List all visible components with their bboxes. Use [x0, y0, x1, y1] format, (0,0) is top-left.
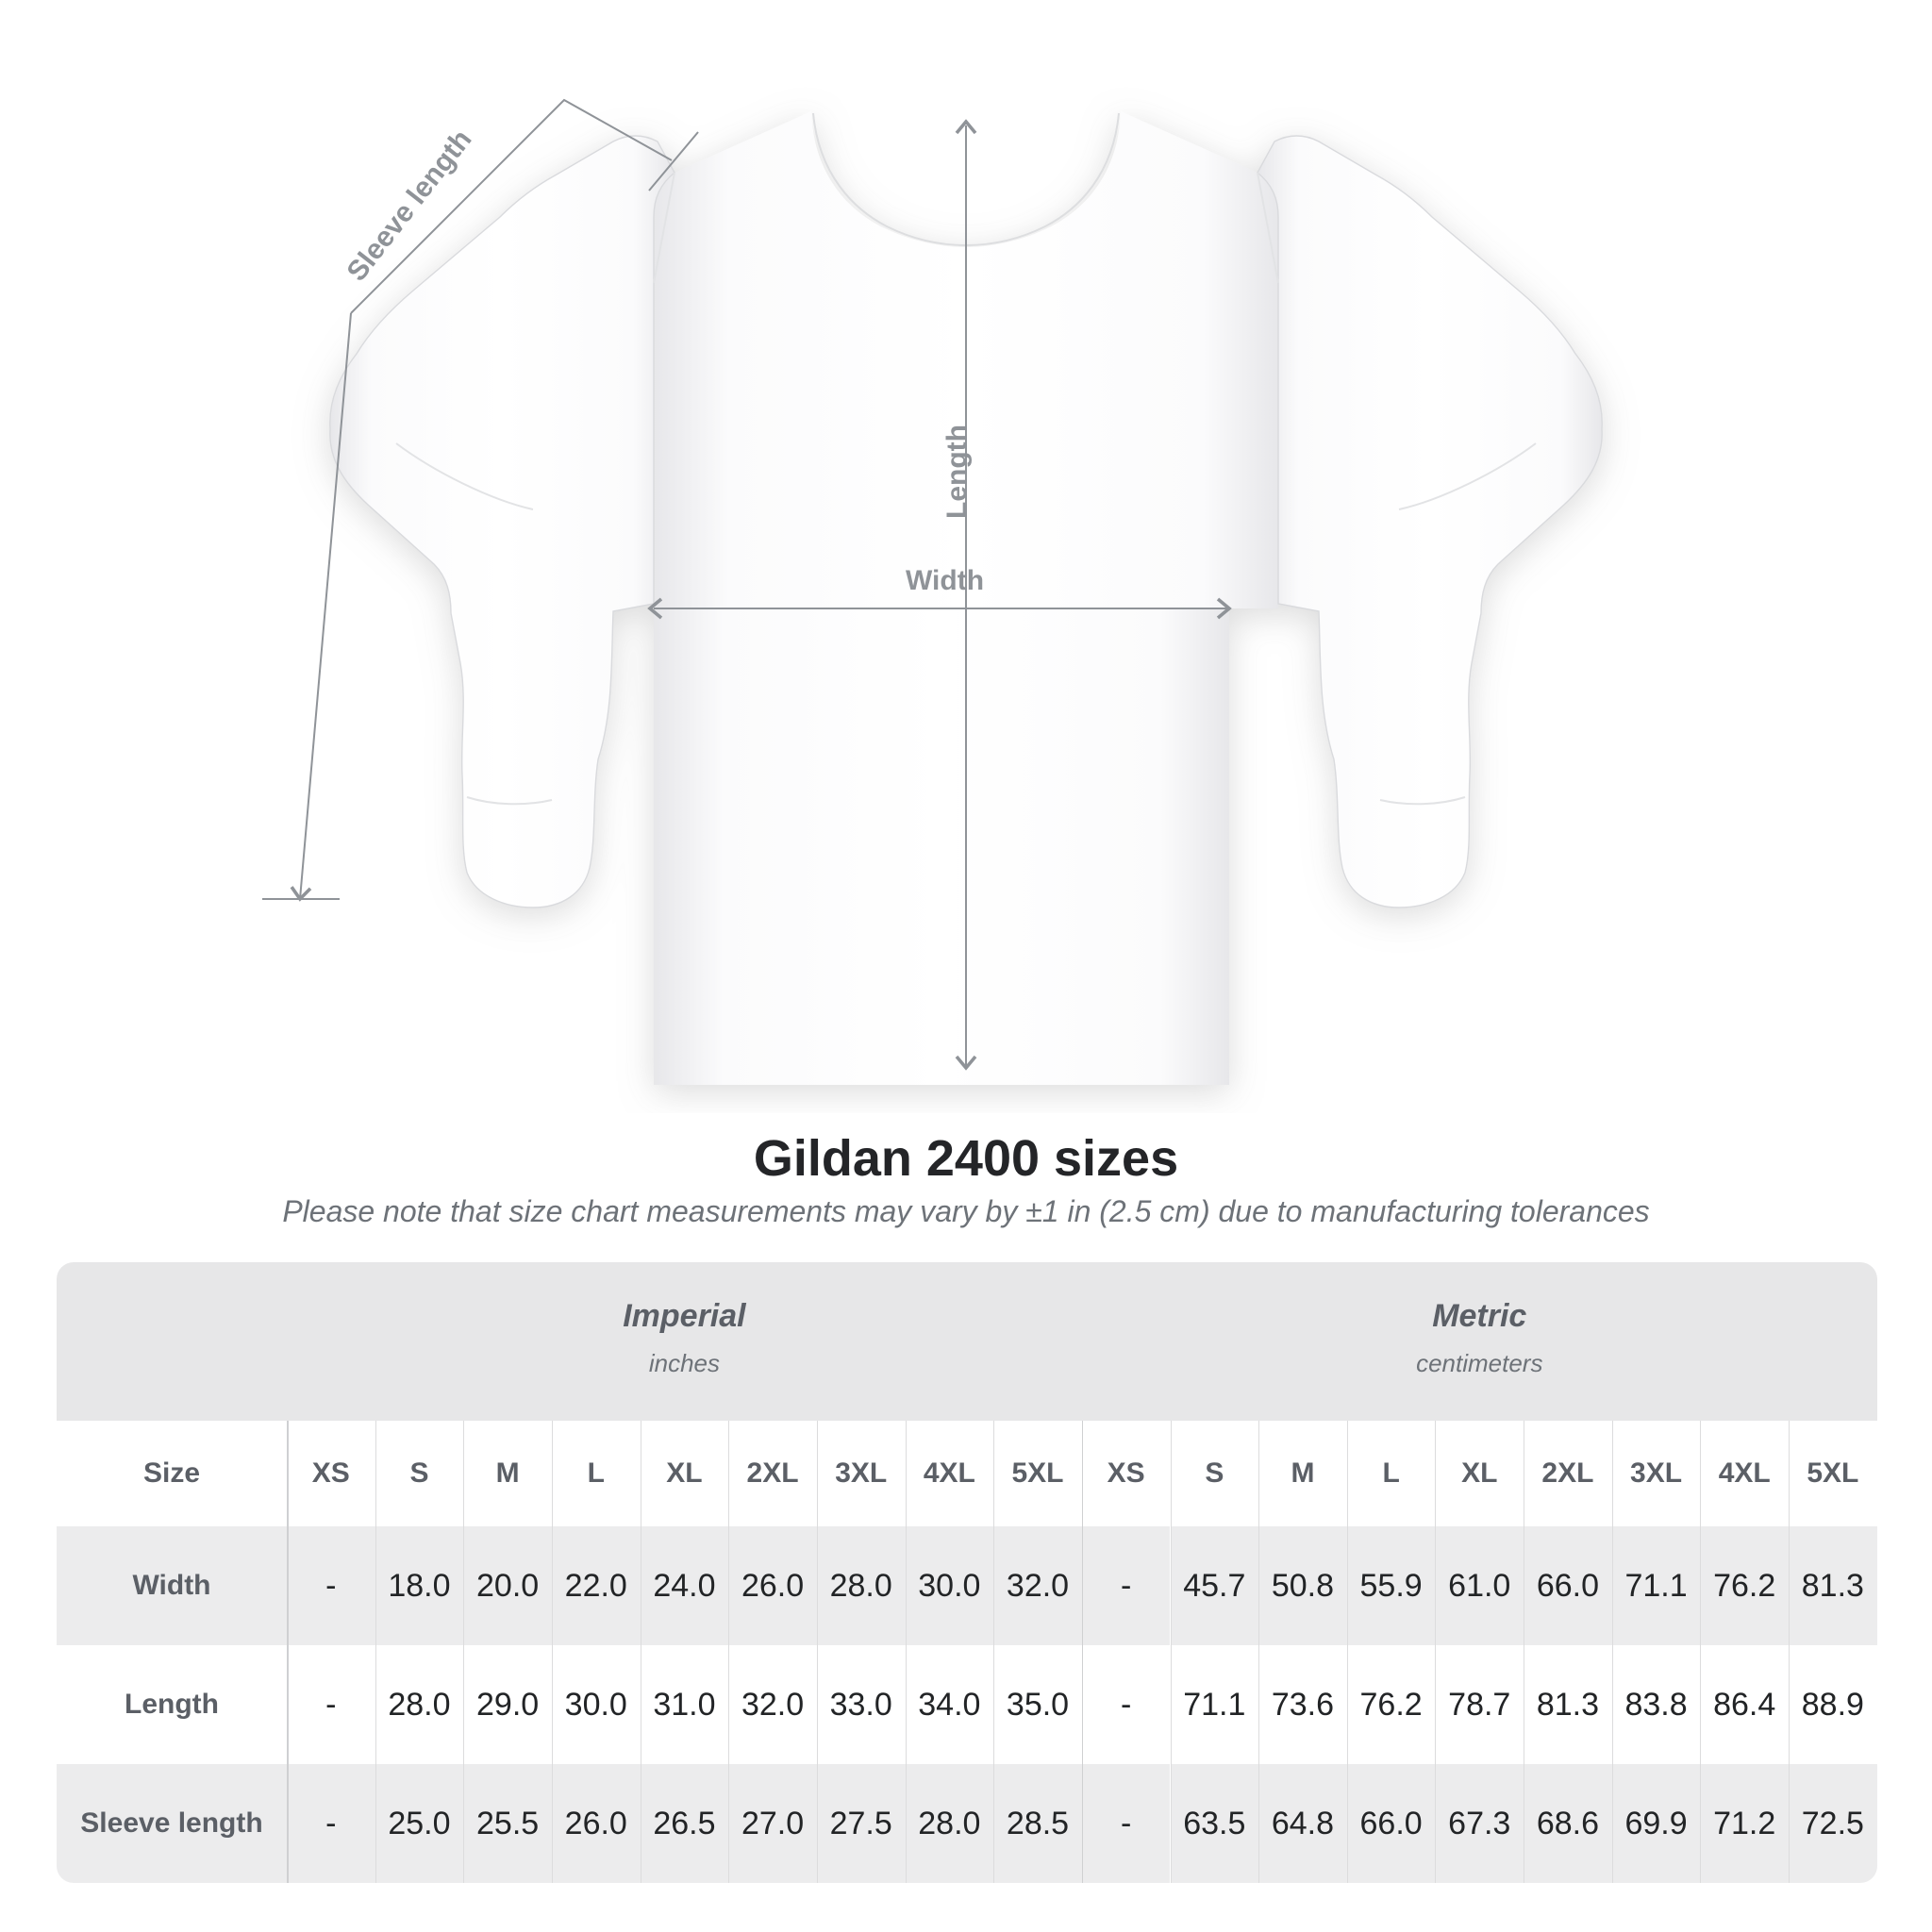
svg-text:Width: Width [906, 565, 984, 596]
svg-text:Length: Length [941, 425, 973, 519]
